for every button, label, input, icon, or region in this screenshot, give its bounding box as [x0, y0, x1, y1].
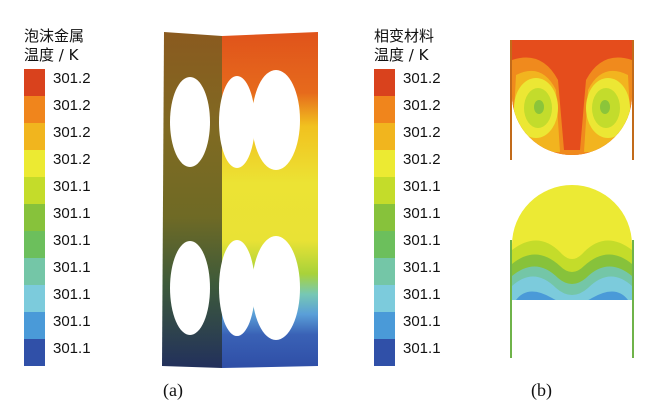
foam-metal-contour [162, 32, 318, 368]
colorbar-swatch [24, 285, 45, 312]
colorbar-swatch [24, 96, 45, 123]
colorbar-tick-label: 301.2 [53, 124, 91, 141]
colorbar-tick-label: 301.1 [53, 340, 91, 357]
colorbar-swatch [374, 123, 395, 150]
colorbar-tick-label: 301.1 [403, 178, 441, 195]
colorbar-tick-label: 301.2 [403, 97, 441, 114]
colorbar-tick-label: 301.2 [403, 124, 441, 141]
colorbar-tick-label: 301.2 [53, 70, 91, 87]
colorbar-swatch [24, 312, 45, 339]
legend-title-line2: 温度 / K [374, 46, 429, 64]
colorbar-swatch [374, 312, 395, 339]
colorbar-tick-label: 301.1 [403, 340, 441, 357]
colorbar-tick-label: 301.2 [403, 151, 441, 168]
colorbar-tick-label: 301.1 [53, 178, 91, 195]
colorbar-swatch [24, 177, 45, 204]
colorbar-swatch [24, 258, 45, 285]
colorbar-swatch [374, 204, 395, 231]
colorbar-swatch [374, 258, 395, 285]
colorbar-tick-label: 301.1 [53, 313, 91, 330]
colorbar-tick-label: 301.1 [53, 205, 91, 222]
colorbar-swatch [374, 96, 395, 123]
colorbar-swatch [24, 204, 45, 231]
colorbar-swatch [24, 231, 45, 258]
colorbar-swatch [24, 150, 45, 177]
colorbar-tick-label: 301.1 [403, 286, 441, 303]
colorbar: 301.2 301.2 301.2 301.2 301.1 301.1 301.1 301.1… [24, 69, 114, 366]
legend-title-line1: 相变材料 [374, 27, 435, 45]
colorbar-tick-label: 301.1 [403, 205, 441, 222]
colorbar-swatch [374, 69, 395, 96]
pcm-lower-section [512, 185, 632, 300]
colorbar-tick-label: 301.1 [53, 232, 91, 249]
caption-a: (a) [163, 380, 183, 400]
colorbar-swatch [24, 69, 45, 96]
pore [170, 241, 210, 335]
colorbar-tick-label: 301.2 [403, 70, 441, 87]
colorbar-tick-label: 301.1 [403, 232, 441, 249]
colorbar-swatch [374, 339, 395, 366]
legend-pcm: 相变材料 温度 / K 301.2 301.2 301.2 301.2 301.1 301… [374, 27, 464, 366]
colorbar-tick-label: 301.2 [53, 151, 91, 168]
caption-b: (b) [531, 380, 552, 400]
legend-foam-metal: 泡沫金属 温度 / K 301.2 301.2 301.2 301.2 301.1 301… [24, 27, 114, 366]
colorbar-swatch [24, 339, 45, 366]
colorbar: 301.2 301.2 301.2 301.2 301.1 301.1 301.1 301.1… [374, 69, 464, 366]
legend-title-line1: 泡沫金属 [24, 27, 85, 45]
colorbar-tick-label: 301.1 [53, 286, 91, 303]
pore [252, 236, 300, 340]
legend-title-line2: 温度 / K [24, 46, 79, 64]
colorbar-tick-label: 301.1 [53, 259, 91, 276]
colorbar-swatch [374, 177, 395, 204]
colorbar-swatch [374, 285, 395, 312]
colorbar-swatch [24, 123, 45, 150]
pore [219, 76, 255, 168]
colorbar-tick-label: 301.1 [403, 259, 441, 276]
pcm-upper-section [512, 40, 632, 155]
colorbar-swatch [374, 231, 395, 258]
pcm-contour [510, 40, 634, 358]
pore [252, 70, 300, 170]
colorbar-tick-label: 301.2 [53, 97, 91, 114]
colorbar-swatch [374, 150, 395, 177]
pore [170, 77, 210, 167]
colorbar-tick-label: 301.1 [403, 313, 441, 330]
pore [219, 240, 255, 336]
